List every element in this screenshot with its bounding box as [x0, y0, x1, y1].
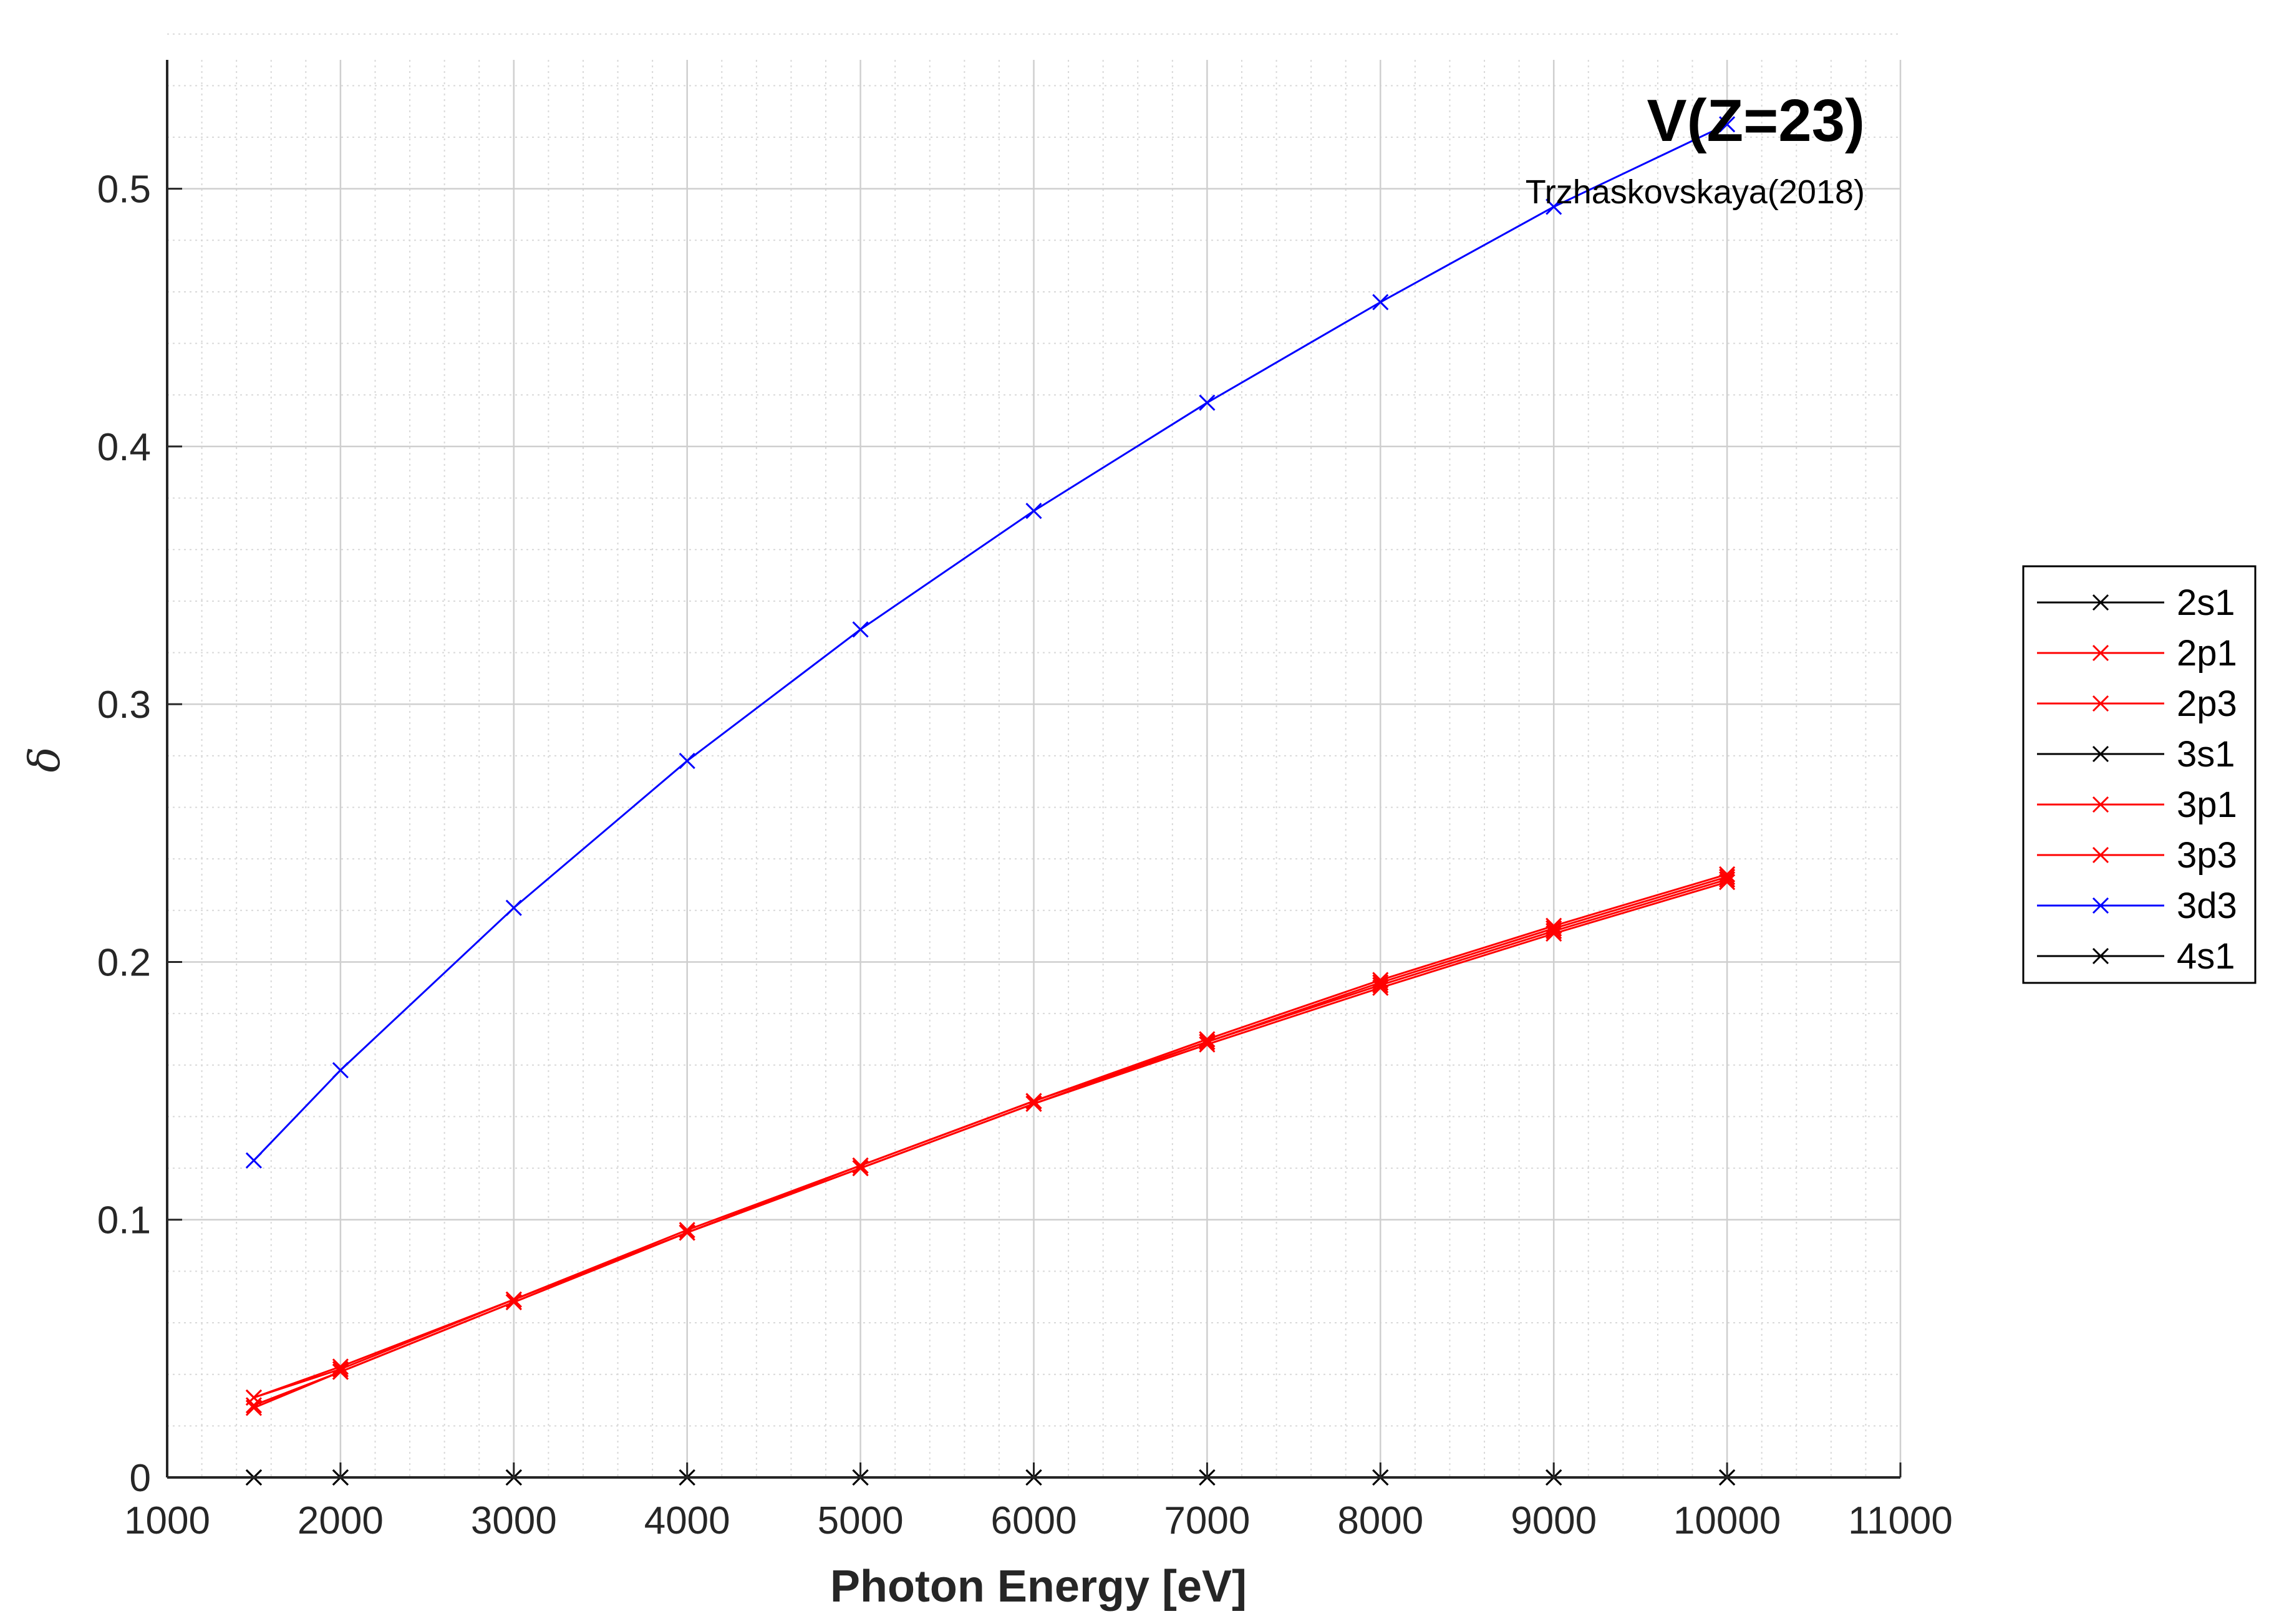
- x-tick-label: 3000: [471, 1499, 557, 1542]
- legend-item-3p3: 3p3: [2037, 835, 2237, 876]
- data-point-3p1: [1546, 922, 1562, 939]
- data-point-3d3: [1199, 394, 1216, 411]
- data-point-3p1: [245, 1397, 263, 1414]
- data-point-3p3: [1546, 917, 1562, 934]
- legend-box: [2022, 565, 2257, 984]
- legend-label: 3p1: [2177, 785, 2237, 825]
- legend-label: 3p3: [2177, 835, 2237, 876]
- legend-swatch-marker: [2092, 745, 2109, 763]
- data-point-3p3: [1719, 866, 1736, 883]
- x-tick-label: 5000: [818, 1499, 904, 1542]
- y-tick-label: 0.3: [97, 684, 151, 727]
- minor-grid: [167, 33, 1900, 1477]
- data-point-3d3: [1025, 503, 1042, 520]
- legend-label: 2p3: [2177, 684, 2237, 724]
- data-point-3p1: [332, 1363, 349, 1380]
- x-tick-label: 2000: [298, 1499, 384, 1542]
- x-tick-label: 7000: [1164, 1499, 1250, 1542]
- x-tick-label: 4000: [644, 1499, 730, 1542]
- data-point-3p3: [332, 1358, 349, 1375]
- legend-swatch-marker: [2092, 644, 2109, 662]
- x-tick-label: 8000: [1337, 1499, 1423, 1542]
- legend-item-3d3: 3d3: [2037, 886, 2237, 926]
- data-point-3d3: [1546, 198, 1562, 215]
- legend-swatch-marker: [2092, 947, 2109, 965]
- y-tick-label: 0: [130, 1457, 151, 1500]
- data-point-3d3: [1372, 294, 1389, 311]
- data-point-3d3: [852, 621, 869, 638]
- data-point-3p3: [1025, 1093, 1042, 1109]
- data-point-2p1: [1719, 874, 1736, 891]
- y-axis-title: δ: [21, 747, 70, 773]
- x-tick-label: 11000: [1848, 1499, 1953, 1542]
- series-3d3: [245, 116, 1736, 1169]
- y-tick-label: 0.2: [97, 941, 151, 984]
- data-point-3p3: [505, 1291, 522, 1308]
- x-tick-label: 6000: [991, 1499, 1077, 1542]
- x-axis-title: Photon Energy [eV]: [830, 1562, 1247, 1612]
- legend-swatch-marker: [2092, 796, 2109, 813]
- chart-title: V(Z=23): [1647, 87, 1865, 154]
- legend-item-4s1: 4s1: [2037, 936, 2235, 977]
- legend-swatch-marker: [2092, 897, 2109, 914]
- legend-item-3s1: 3s1: [2037, 734, 2235, 775]
- legend-label: 2p1: [2177, 633, 2237, 674]
- chart-subtitle: Trzhaskovskaya(2018): [1526, 173, 1865, 211]
- y-tick-label: 0.4: [97, 426, 151, 469]
- series-line-3p1: [253, 878, 1728, 1406]
- y-tick-label: 0.1: [97, 1199, 151, 1242]
- legend-label: 3s1: [2177, 734, 2235, 775]
- x-tick-label: 10000: [1673, 1499, 1781, 1542]
- data-point-3p1: [1719, 871, 1736, 888]
- data-point-3p3: [1199, 1031, 1216, 1048]
- legend-item-2p3: 2p3: [2037, 684, 2237, 724]
- y-tick-label: 0.5: [97, 168, 151, 211]
- legend-label: 4s1: [2177, 936, 2235, 977]
- data-point-3p1: [1372, 977, 1389, 993]
- data-point-3p3: [679, 1222, 695, 1239]
- data-point-3d3: [245, 1152, 263, 1169]
- x-tick-label: 9000: [1511, 1499, 1597, 1542]
- data-point-3d3: [679, 753, 695, 770]
- legend-item-3p1: 3p1: [2037, 785, 2237, 825]
- legend: 2s1 2p1 2p3 3s1 3p1 3p3 3d3 4s1: [2022, 565, 2257, 984]
- series-3p3: [245, 866, 1736, 1406]
- data-point-3p3: [1372, 972, 1389, 988]
- legend-item-2s1: 2s1: [2037, 582, 2235, 623]
- data-point-3d3: [505, 899, 522, 916]
- x-tick-label: 1000: [124, 1499, 210, 1542]
- tick-labels: 1000 2000 3000 4000 5000 6000 7000 8000 9000 1000…: [97, 168, 1953, 1542]
- axes: [166, 60, 1902, 1479]
- data-point-3p3: [852, 1157, 869, 1174]
- series-line-3p3: [253, 873, 1728, 1399]
- legend-swatch-marker: [2092, 695, 2109, 712]
- data-point-3d3: [1719, 116, 1736, 133]
- legend-item-2p1: 2p1: [2037, 633, 2237, 674]
- data-point-3d3: [332, 1061, 349, 1079]
- series-line-3d3: [253, 123, 1728, 1161]
- data-point-3p3: [245, 1389, 263, 1406]
- legend-label: 3d3: [2177, 886, 2237, 926]
- legend-swatch-marker: [2092, 846, 2109, 864]
- legend-label: 2s1: [2177, 582, 2235, 623]
- legend-swatch-marker: [2092, 594, 2109, 611]
